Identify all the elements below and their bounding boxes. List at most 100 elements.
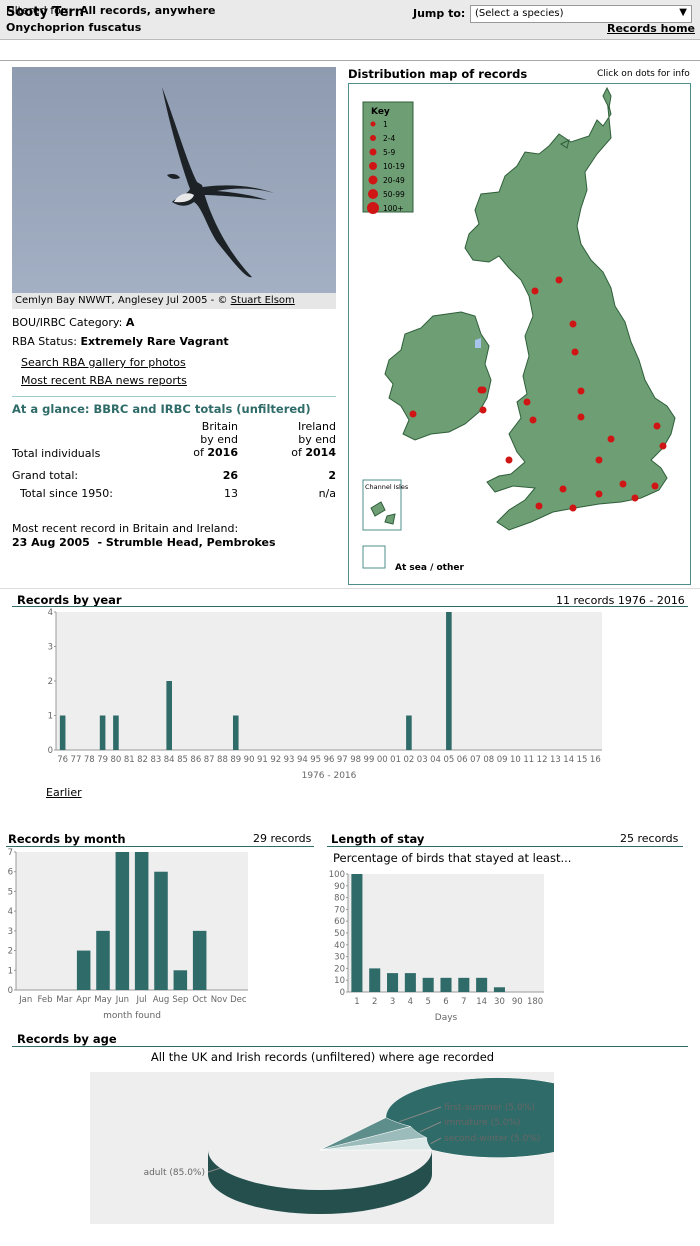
record-dot[interactable] [577,387,585,395]
stay-chart-summary: 25 records [620,832,679,845]
record-dot[interactable] [523,398,531,406]
record-dot[interactable] [409,410,417,418]
x-tick-label: Feb [37,995,52,1005]
recent-record-value: 23 Aug 2005 - Strumble Head, Pembrokes [12,536,276,549]
x-tick-label: 89 [230,755,241,765]
x-tick-label: 03 [417,755,428,765]
record-dot[interactable] [631,494,639,502]
grand-total-ireland: 2 [328,469,336,482]
x-tick-label: 94 [297,755,308,765]
x-tick-label: 90 [512,997,523,1007]
key-dot [369,148,377,156]
record-dot[interactable] [577,413,585,421]
section-divider [0,588,700,589]
bar[interactable] [96,930,110,990]
bird-photo[interactable] [12,67,336,293]
x-tick-label: 82 [137,755,148,765]
x-tick-label: 4 [408,997,413,1007]
earlier-link[interactable]: Earlier [46,786,82,799]
record-dot[interactable] [619,480,627,488]
key-dot [368,175,378,185]
plot-background [16,852,248,990]
pie-slice[interactable] [319,1137,433,1151]
news-link[interactable]: Most recent RBA news reports [21,374,187,387]
month-chart-rule [6,846,314,847]
photographer-link[interactable]: Stuart Elsom [230,295,295,306]
bar[interactable] [192,930,207,990]
bar[interactable] [440,977,452,992]
bar[interactable] [404,973,416,992]
x-tick-label: 3 [390,997,395,1007]
record-dot[interactable] [529,416,537,424]
stay-chart-rule [327,846,683,847]
record-dot[interactable] [659,442,667,450]
britain-header: Britain by end of 2016 [176,420,238,459]
y-tick-label: 10 [334,976,345,986]
pie-leader-line [207,1167,221,1173]
bar[interactable] [59,715,66,751]
bar[interactable] [99,715,106,751]
record-dot[interactable] [505,456,513,464]
age-chart: adult (85.0%) first-summer (5.0%) immature… [90,1072,554,1224]
pie-leader-line [399,1106,442,1123]
x-tick-label: 02 [403,755,414,765]
bar[interactable] [422,977,434,992]
y-tick-label: 0 [48,746,53,756]
x-tick-label: 5 [425,997,430,1007]
bar[interactable] [166,681,172,750]
x-tick-label: 91 [257,755,268,765]
bar[interactable] [115,852,130,990]
scientific-name: Onychoprion fuscatus [6,21,142,34]
bar[interactable] [387,973,399,992]
britain-head-1: Britain [201,420,238,433]
record-dot[interactable] [555,276,563,284]
bar[interactable] [76,950,91,990]
record-dot[interactable] [569,320,577,328]
bar[interactable] [458,977,470,992]
grand-total-britain: 26 [222,469,238,482]
x-tick-label: 30 [494,997,505,1007]
y-tick-label: 4 [48,608,53,618]
x-tick-label: 6 [443,997,448,1007]
y-tick-label: 30 [334,953,345,963]
bar[interactable] [446,612,452,750]
record-dot[interactable] [559,485,567,493]
species-name: Sooty Tern [6,5,85,20]
record-dot[interactable] [653,422,661,430]
record-dot[interactable] [569,504,577,512]
record-dot[interactable] [535,502,543,510]
bar[interactable] [232,715,239,751]
bar[interactable] [134,852,149,990]
bar[interactable] [493,987,505,992]
records-home-link[interactable]: Records home [607,22,695,35]
species-select[interactable]: (Select a species) ▼ [470,5,692,23]
record-dot[interactable] [571,348,579,356]
gallery-link[interactable]: Search RBA gallery for photos [21,356,186,369]
map-title: Distribution map of records [348,67,528,81]
bar[interactable] [476,977,488,992]
record-dot[interactable] [595,456,603,464]
bar[interactable] [154,871,168,990]
bar[interactable] [351,874,363,992]
bar[interactable] [173,970,188,990]
record-dot[interactable] [651,482,659,490]
x-tick-label: Dec [230,995,247,1005]
key-dot [368,189,378,199]
bar[interactable] [406,715,412,751]
record-dot[interactable] [595,490,603,498]
x-tick-label: 97 [337,755,348,765]
x-tick-label: 00 [377,755,388,765]
x-tick-label: 85 [177,755,188,765]
bar[interactable] [113,715,119,751]
record-dot[interactable] [531,287,539,295]
record-dot[interactable] [479,406,487,414]
record-dot[interactable] [607,435,615,443]
record-dot[interactable] [479,386,487,394]
pie-label: first-summer (5.0%) [444,1103,535,1113]
bar[interactable] [369,968,381,992]
y-tick-label: 7 [8,848,13,858]
year-chart-rule [12,606,688,607]
dropdown-arrow-icon: ▼ [679,7,687,18]
x-tick-label: 84 [164,755,175,765]
species-select-value: (Select a species) [475,8,564,19]
